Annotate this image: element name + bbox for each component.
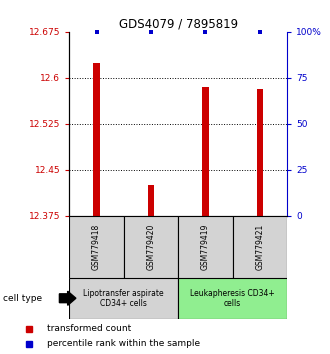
Text: GSM779419: GSM779419 bbox=[201, 224, 210, 270]
Bar bbox=[69, 216, 124, 278]
Bar bbox=[148, 185, 154, 216]
Text: Leukapheresis CD34+
cells: Leukapheresis CD34+ cells bbox=[190, 289, 275, 308]
Text: percentile rank within the sample: percentile rank within the sample bbox=[47, 339, 200, 348]
Bar bbox=[69, 278, 178, 319]
Bar bbox=[178, 216, 233, 278]
Text: transformed count: transformed count bbox=[47, 324, 131, 333]
Text: cell type: cell type bbox=[3, 294, 43, 303]
Text: Lipotransfer aspirate
CD34+ cells: Lipotransfer aspirate CD34+ cells bbox=[83, 289, 164, 308]
Bar bbox=[257, 89, 263, 216]
Title: GDS4079 / 7895819: GDS4079 / 7895819 bbox=[119, 18, 238, 31]
Bar bbox=[178, 278, 287, 319]
Bar bbox=[124, 216, 178, 278]
Text: GSM779421: GSM779421 bbox=[255, 224, 264, 270]
Bar bbox=[233, 216, 287, 278]
Text: GSM779418: GSM779418 bbox=[92, 224, 101, 270]
Bar bbox=[93, 63, 100, 216]
Bar bbox=[202, 87, 209, 216]
Text: GSM779420: GSM779420 bbox=[147, 224, 155, 270]
